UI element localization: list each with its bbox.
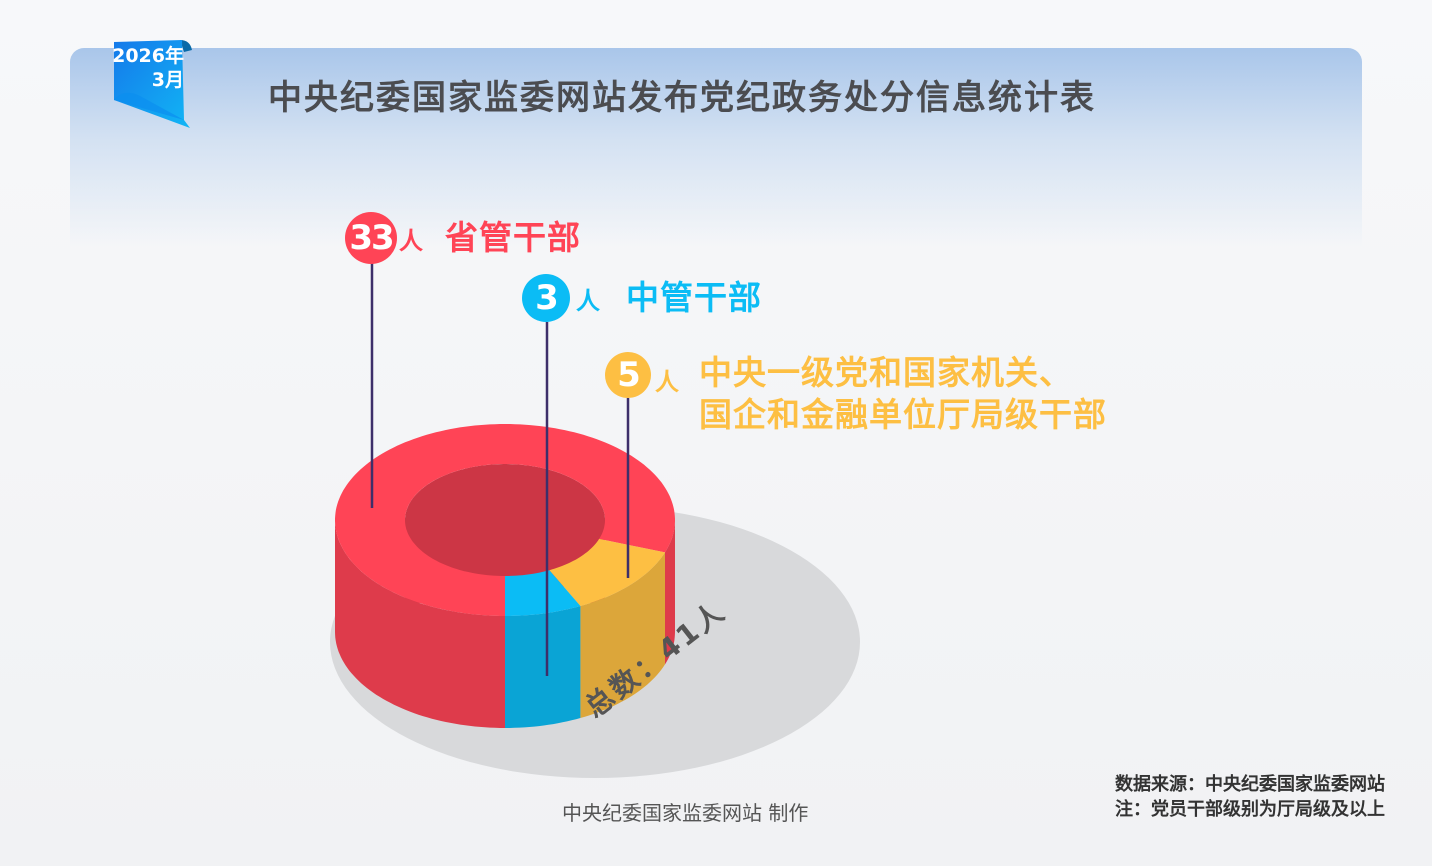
credit: 中央纪委国家监委网站 制作 [562,801,809,825]
inner-wall-0 [405,464,605,632]
category-label: 省管干部 [445,218,581,257]
outer-wall-1 [505,606,581,728]
label-bureau: 5 人 中央一级党和国家机关、 国企和金融单位厅局级干部 [605,352,1107,436]
label-provincial: 33 人 省管干部 [345,212,581,264]
value-badge: 3 [522,274,570,322]
outer-wall-2 [580,552,665,718]
value-badge: 5 [605,352,651,398]
unit: 人 [655,368,679,396]
date-ribbon-icon [114,40,192,128]
date-badge: 2026年 3月 [112,44,184,92]
year: 2026年 [112,45,184,67]
outer-wall-0 [335,520,505,728]
slice-1 [505,570,581,616]
category-line: 中央一级党和国家机关、 [699,353,1073,392]
unit: 人 [576,286,600,315]
value-badge: 33 [345,212,397,264]
header-panel [70,48,1362,248]
slice-2 [549,538,665,606]
source-note: 数据来源：中央纪委国家监委网站 注：党员干部级别为厅局级及以上 [1115,772,1385,822]
category-label: 中央一级党和国家机关、 国企和金融单位厅局级干部 [699,352,1107,436]
unit: 人 [399,226,423,255]
month: 3月 [151,69,184,91]
page-title: 中央纪委国家监委网站发布党纪政务处分信息统计表 [268,78,1096,118]
slice-0 [335,424,675,616]
category-label: 中管干部 [626,278,762,317]
label-central: 3 人 中管干部 [522,274,762,322]
outer-wall-0 [665,520,675,665]
data-source: 数据来源：中央纪委国家监委网站 [1115,774,1385,795]
category-line: 国企和金融单位厅局级干部 [699,395,1107,434]
note: 注：党员干部级别为厅局级及以上 [1115,799,1385,820]
